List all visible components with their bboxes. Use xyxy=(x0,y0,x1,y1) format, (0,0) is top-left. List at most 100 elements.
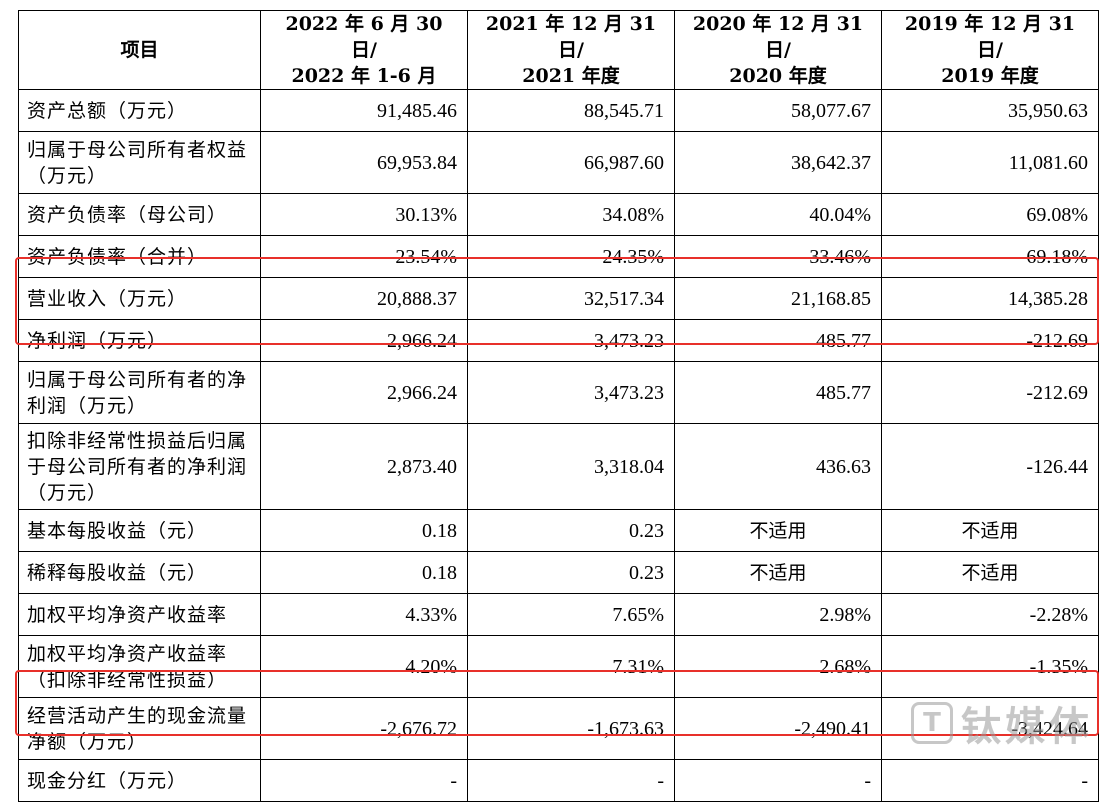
cell-value: 32,517.34 xyxy=(467,277,675,320)
row-label: 净利润（万元） xyxy=(18,319,261,362)
table-row: 稀释每股收益（元） 0.18 0.23 不适用 不适用 xyxy=(18,551,1099,594)
financial-table-container: 项目 2022 年 6 月 30 日/ 2022 年 1-6 月 2021 年 … xyxy=(18,10,1099,802)
cell-value: -212.69 xyxy=(881,361,1099,424)
cell-value: -2,676.72 xyxy=(260,697,468,760)
cell-value: -2,490.41 xyxy=(674,697,882,760)
cell-value: 3,473.23 xyxy=(467,361,675,424)
cell-value: 3,473.23 xyxy=(467,319,675,362)
cell-value: 33.46% xyxy=(674,235,882,278)
row-label: 营业收入（万元） xyxy=(18,277,261,320)
cell-value: 38,642.37 xyxy=(674,131,882,194)
row-label: 经营活动产生的现金流量净额（万元） xyxy=(18,697,261,760)
table-row: 净利润（万元） 2,966.24 3,473.23 485.77 -212.69 xyxy=(18,319,1099,362)
cell-value: 485.77 xyxy=(674,361,882,424)
table-row: 资产负债率（母公司） 30.13% 34.08% 40.04% 69.08% xyxy=(18,193,1099,236)
cell-value: 不适用 xyxy=(674,509,882,552)
row-label: 归属于母公司所有者的净利润（万元） xyxy=(18,361,261,424)
cell-value: 20,888.37 xyxy=(260,277,468,320)
cell-value: 88,545.71 xyxy=(467,89,675,132)
table-header-row: 项目 2022 年 6 月 30 日/ 2022 年 1-6 月 2021 年 … xyxy=(18,10,1099,90)
header-2020: 2020 年 12 月 31 日/ 2020 年度 xyxy=(674,10,882,90)
cell-value: 14,385.28 xyxy=(881,277,1099,320)
row-label: 现金分红（万元） xyxy=(18,759,261,802)
cell-value: 不适用 xyxy=(881,551,1099,594)
cell-value: 2,873.40 xyxy=(260,423,468,510)
financial-data-table: 项目 2022 年 6 月 30 日/ 2022 年 1-6 月 2021 年 … xyxy=(18,10,1099,802)
cell-value: - xyxy=(881,759,1099,802)
cell-value: 58,077.67 xyxy=(674,89,882,132)
header-2019-line1: 2019 年 12 月 31 日/ xyxy=(904,13,1076,61)
header-2020-line2: 2020 年度 xyxy=(729,65,827,87)
table-row: 资产负债率（合并） 23.54% 24.35% 33.46% 69.18% xyxy=(18,235,1099,278)
cell-value: 7.65% xyxy=(467,593,675,636)
header-2019: 2019 年 12 月 31 日/ 2019 年度 xyxy=(881,10,1099,90)
cell-value: 2.98% xyxy=(674,593,882,636)
cell-value: 24.35% xyxy=(467,235,675,278)
table-row: 经营活动产生的现金流量净额（万元） -2,676.72 -1,673.63 -2… xyxy=(18,697,1099,760)
cell-value: 3,318.04 xyxy=(467,423,675,510)
watermark: T 钛媒体 xyxy=(911,694,1093,752)
cell-value: 2.68% xyxy=(674,635,882,698)
row-label: 资产总额（万元） xyxy=(18,89,261,132)
row-label: 加权平均净资产收益率（扣除非经常性损益） xyxy=(18,635,261,698)
row-label: 扣除非经常性损益后归属于母公司所有者的净利润（万元） xyxy=(18,423,261,510)
cell-value: 不适用 xyxy=(881,509,1099,552)
cell-value: 21,168.85 xyxy=(674,277,882,320)
table-row: 加权平均净资产收益率 4.33% 7.65% 2.98% -2.28% xyxy=(18,593,1099,636)
cell-value: -126.44 xyxy=(881,423,1099,510)
table-row: 现金分红（万元） - - - - xyxy=(18,759,1099,802)
cell-value: 40.04% xyxy=(674,193,882,236)
cell-value: 0.18 xyxy=(260,509,468,552)
cell-value: 2,966.24 xyxy=(260,361,468,424)
row-label: 加权平均净资产收益率 xyxy=(18,593,261,636)
table-row: 营业收入（万元） 20,888.37 32,517.34 21,168.85 1… xyxy=(18,277,1099,320)
row-label: 资产负债率（母公司） xyxy=(18,193,261,236)
cell-value: 0.18 xyxy=(260,551,468,594)
table-row: 扣除非经常性损益后归属于母公司所有者的净利润（万元） 2,873.40 3,31… xyxy=(18,423,1099,510)
watermark-logo-icon: T xyxy=(911,702,953,744)
table-row: 加权平均净资产收益率（扣除非经常性损益） 4.20% 7.31% 2.68% -… xyxy=(18,635,1099,698)
table-row: 归属于母公司所有者的净利润（万元） 2,966.24 3,473.23 485.… xyxy=(18,361,1099,424)
cell-value: 0.23 xyxy=(467,509,675,552)
cell-value: -2.28% xyxy=(881,593,1099,636)
header-2022h1: 2022 年 6 月 30 日/ 2022 年 1-6 月 xyxy=(260,10,468,90)
cell-value: 69.08% xyxy=(881,193,1099,236)
cell-value: 2,966.24 xyxy=(260,319,468,362)
header-2021-line1: 2021 年 12 月 31 日/ xyxy=(485,13,657,61)
cell-value: - xyxy=(260,759,468,802)
table-row: 归属于母公司所有者权益（万元） 69,953.84 66,987.60 38,6… xyxy=(18,131,1099,194)
cell-value: - xyxy=(674,759,882,802)
cell-value: 34.08% xyxy=(467,193,675,236)
cell-value: 7.31% xyxy=(467,635,675,698)
row-label: 基本每股收益（元） xyxy=(18,509,261,552)
header-2020-line1: 2020 年 12 月 31 日/ xyxy=(692,13,864,61)
cell-value: 485.77 xyxy=(674,319,882,362)
cell-value: 0.23 xyxy=(467,551,675,594)
cell-value: 66,987.60 xyxy=(467,131,675,194)
header-2022h1-line2: 2022 年 1-6 月 xyxy=(291,65,437,87)
row-label: 归属于母公司所有者权益（万元） xyxy=(18,131,261,194)
cell-value: 23.54% xyxy=(260,235,468,278)
cell-value: 91,485.46 xyxy=(260,89,468,132)
cell-value: 69.18% xyxy=(881,235,1099,278)
cell-value: 69,953.84 xyxy=(260,131,468,194)
cell-value: 30.13% xyxy=(260,193,468,236)
table-row: 资产总额（万元） 91,485.46 88,545.71 58,077.67 3… xyxy=(18,89,1099,132)
cell-value: 4.33% xyxy=(260,593,468,636)
header-item: 项目 xyxy=(18,10,261,90)
cell-value: 4.20% xyxy=(260,635,468,698)
cell-value: -212.69 xyxy=(881,319,1099,362)
cell-value: 不适用 xyxy=(674,551,882,594)
row-label: 资产负债率（合并） xyxy=(18,235,261,278)
cell-value: -1,673.63 xyxy=(467,697,675,760)
header-item-text: 项目 xyxy=(120,39,159,61)
cell-value: 35,950.63 xyxy=(881,89,1099,132)
header-2022h1-line1: 2022 年 6 月 30 日/ xyxy=(285,13,443,61)
table-row: 基本每股收益（元） 0.18 0.23 不适用 不适用 xyxy=(18,509,1099,552)
cell-value: - xyxy=(467,759,675,802)
header-2021-line2: 2021 年度 xyxy=(522,65,620,87)
cell-value: -1.35% xyxy=(881,635,1099,698)
cell-value: 436.63 xyxy=(674,423,882,510)
row-label: 稀释每股收益（元） xyxy=(18,551,261,594)
header-2019-line2: 2019 年度 xyxy=(941,65,1039,87)
